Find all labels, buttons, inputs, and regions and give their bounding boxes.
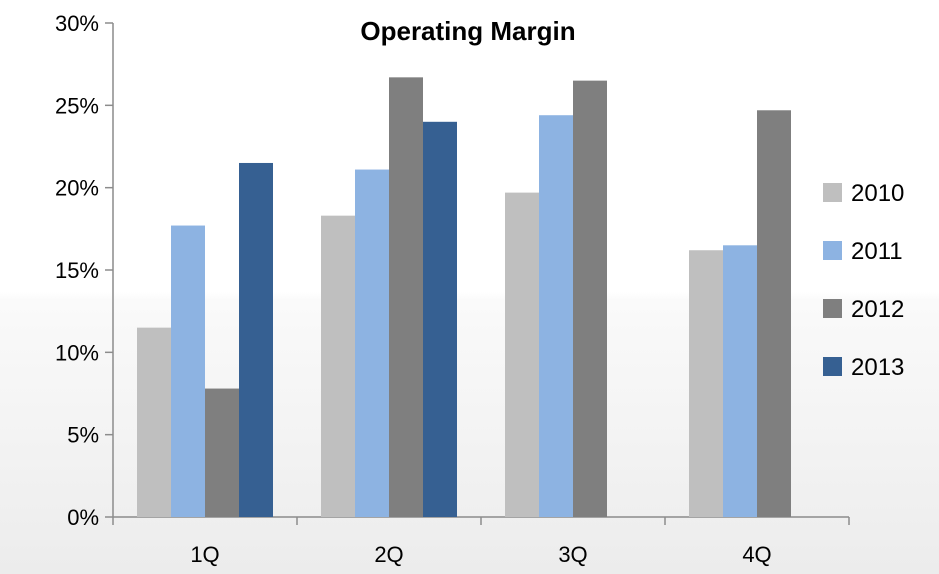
bar-2013-2Q [423, 121, 457, 518]
chart-title: Operating Margin [360, 16, 575, 46]
bar-2013-1Q [239, 162, 273, 517]
bar-2011-3Q [539, 115, 573, 518]
y-tick-label: 0% [67, 505, 99, 530]
x-tick-label: 1Q [190, 542, 219, 567]
x-axis: 1Q 2Q 3Q 4Q [112, 516, 850, 567]
legend-swatch-2010 [823, 183, 842, 202]
bar-2010-1Q [137, 327, 171, 517]
bar-2010-3Q [505, 192, 539, 517]
bar-2011-2Q [355, 169, 389, 517]
y-tick-label: 25% [55, 93, 99, 118]
legend: 2010 2011 2012 2013 [823, 180, 904, 381]
y-tick-label: 5% [67, 423, 99, 448]
legend-label-2013: 2013 [851, 354, 904, 381]
x-tick-label: 3Q [558, 542, 587, 567]
legend-swatch-2011 [823, 241, 842, 260]
y-tick-label: 15% [55, 258, 99, 283]
bar-2012-4Q [757, 110, 791, 518]
legend-label-2011: 2011 [851, 238, 903, 265]
bar-2011-1Q [171, 225, 205, 518]
x-tick-label: 4Q [742, 542, 771, 567]
y-tick-label: 30% [55, 11, 99, 36]
bar-2012-3Q [573, 80, 607, 517]
y-tick-label: 10% [55, 340, 99, 365]
x-tick-label: 2Q [374, 542, 403, 567]
legend-swatch-2012 [823, 299, 842, 318]
y-axis: 0% 5% 10% 15% 20% 25% 30% [55, 11, 114, 530]
bar-2012-1Q [205, 388, 239, 517]
bar-2010-4Q [689, 250, 723, 518]
legend-label-2010: 2010 [851, 180, 904, 207]
y-tick-label: 20% [55, 176, 99, 201]
bar-2012-2Q [389, 77, 423, 517]
legend-label-2012: 2012 [851, 296, 904, 323]
bar-2011-4Q [723, 245, 757, 518]
bar-2010-2Q [321, 215, 355, 517]
legend-swatch-2013 [823, 357, 842, 376]
bars [137, 77, 791, 518]
